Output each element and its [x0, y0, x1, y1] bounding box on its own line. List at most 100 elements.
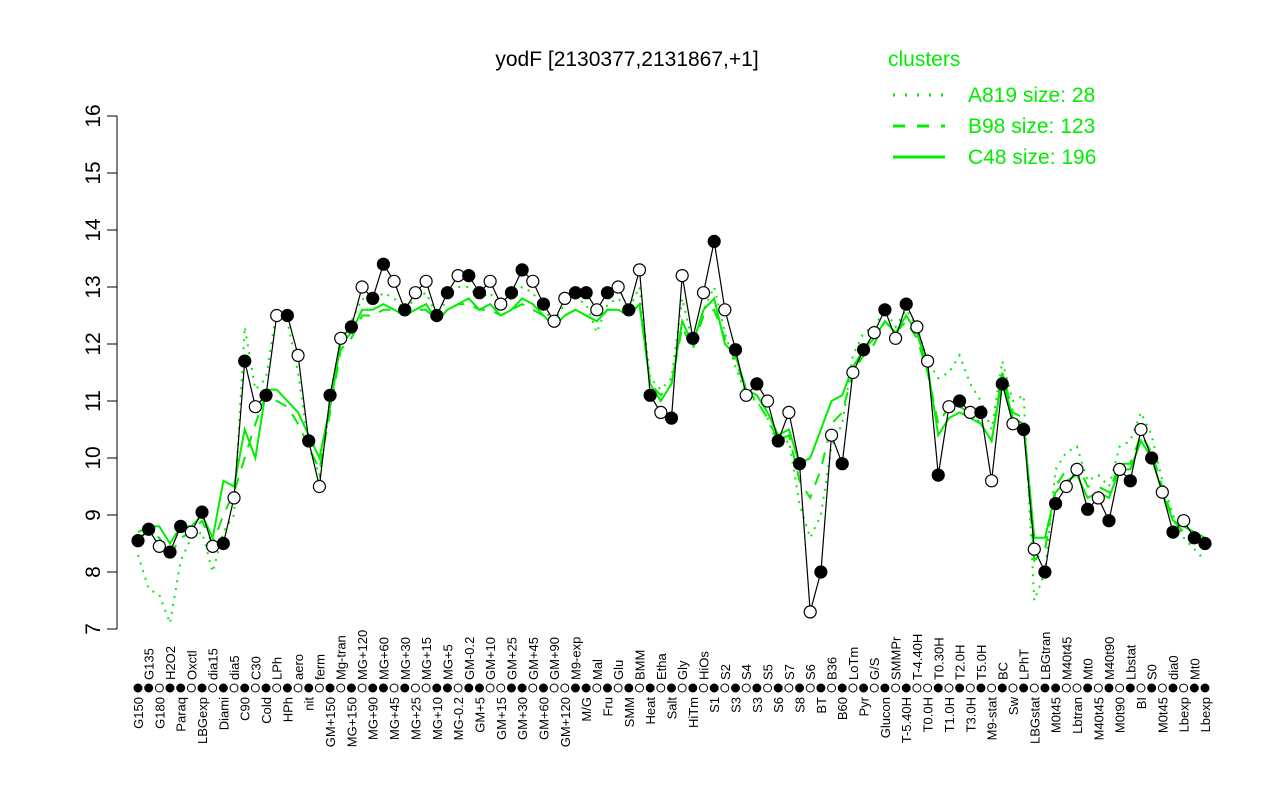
data-point: [174, 519, 188, 534]
rug-mark: [410, 683, 420, 693]
x-tick-label: Fru: [600, 697, 615, 717]
data-point: [1027, 542, 1041, 556]
x-tick-label: T0.30H: [931, 637, 946, 680]
data-point: [1038, 565, 1052, 579]
x-tick-label: GM+45: [526, 637, 541, 680]
rug-mark: [955, 683, 965, 693]
x-tick-label: GM+150: [323, 697, 338, 747]
x-tick-label: MG+45: [387, 697, 402, 740]
rug-mark: [602, 683, 612, 693]
x-tick-label: Etha: [654, 652, 669, 680]
x-tick-label: LBGexp: [195, 697, 210, 744]
rug-mark: [208, 683, 218, 693]
x-tick-label: H2O2: [163, 646, 178, 680]
x-tick-labels: G150 G135 G180 H2O2 Paraq Oxctl LBGexp dia15 Dia…: [131, 630, 1213, 747]
data-point: [1155, 485, 1169, 499]
rug-mark: [1083, 683, 1093, 693]
data-point: [291, 348, 305, 362]
data-point: [206, 539, 220, 553]
x-tick-label: MG+5: [440, 644, 455, 680]
x-tick-label: Cold: [259, 697, 274, 724]
data-point: [920, 354, 935, 368]
data-point: [643, 388, 657, 402]
data-point: [366, 291, 380, 305]
data-point: [334, 331, 348, 345]
data-point: [1187, 531, 1201, 545]
legend-label-b98: B98 size: 123: [968, 115, 1095, 138]
x-tick-label: Lbtran: [1070, 697, 1085, 734]
rug-mark: [1189, 683, 1199, 693]
x-tick-label: Mal: [590, 659, 605, 680]
data-point: [536, 297, 551, 311]
data-point: [419, 274, 433, 288]
data-point: [675, 269, 689, 283]
rug-mark: [346, 683, 356, 693]
x-tick-label: LPhT: [1017, 649, 1032, 680]
x-tick-label: S2: [718, 664, 733, 680]
rug-mark: [923, 683, 933, 693]
data-point: [974, 405, 988, 419]
data-point: [515, 263, 529, 277]
x-tick-label: GM+5: [472, 697, 487, 733]
y-tick-label: 7: [82, 623, 105, 635]
rug-mark: [891, 683, 901, 693]
x-tick-label: HiTm: [686, 697, 701, 728]
data-point: [1123, 474, 1137, 488]
x-tick-label: T0.0H: [921, 697, 936, 732]
data-point: [590, 303, 604, 317]
x-tick-label: Mg-tran: [334, 635, 349, 680]
rug-mark: [944, 683, 954, 693]
x-tick-label: MG+30: [398, 637, 413, 680]
x-tick-label: Glucon: [878, 697, 893, 738]
data-point: [910, 320, 924, 334]
x-tick-label: dia5: [227, 655, 242, 680]
x-tick-label: Lbexp: [1198, 697, 1213, 732]
data-point: [184, 525, 198, 539]
data-point: [323, 388, 337, 402]
rug-mark: [1136, 683, 1146, 693]
x-tick-label: M40t45: [1059, 637, 1074, 680]
rug-mark: [731, 683, 741, 693]
rug-mark: [976, 683, 986, 693]
x-tick-label: Salt: [665, 697, 680, 720]
x-tick-label: HPh: [280, 697, 295, 722]
data-point: [1102, 514, 1116, 528]
rug-mark: [1115, 683, 1125, 693]
rug-mark: [474, 683, 484, 693]
rug-mark: [453, 683, 463, 693]
x-tick-label: M40t45: [1091, 697, 1106, 740]
rug-mark: [133, 683, 143, 693]
rug-mark: [667, 683, 676, 693]
x-tick-label: Sw: [1006, 696, 1021, 715]
x-tick-label: GM+10: [483, 637, 498, 680]
data-point: [558, 291, 572, 305]
data-point: [472, 286, 487, 300]
x-tick-label: T2.0H: [953, 645, 968, 680]
rug-mark: [538, 683, 548, 693]
rug-mark: [154, 683, 164, 693]
x-tick-label: B36: [825, 657, 840, 680]
rug-mark: [442, 683, 452, 693]
rug-mark: [336, 683, 346, 693]
x-tick-label: S8: [793, 697, 808, 713]
rug-mark: [186, 683, 196, 693]
rug-mark: [421, 683, 431, 693]
rug-mark: [549, 683, 559, 693]
rug-mark: [997, 683, 1007, 693]
x-tick-label: S5: [761, 664, 776, 680]
expression-line: [137, 241, 1206, 613]
rug-mark: [1019, 683, 1029, 693]
x-tick-label: G135: [142, 648, 157, 680]
rug-mark: [827, 683, 837, 693]
rug-mark: [912, 683, 922, 693]
rug-mark: [763, 683, 773, 693]
data-point: [654, 405, 668, 419]
x-tick-label: Paraq: [174, 697, 189, 732]
rug-mark: [1147, 683, 1157, 693]
rug-mark: [1008, 683, 1018, 693]
rug-mark: [1051, 683, 1061, 693]
rug-mark: [293, 683, 303, 693]
y-tick-label: 14: [82, 218, 105, 242]
rug-mark: [1200, 683, 1210, 693]
x-tick-label: dia15: [206, 648, 221, 680]
